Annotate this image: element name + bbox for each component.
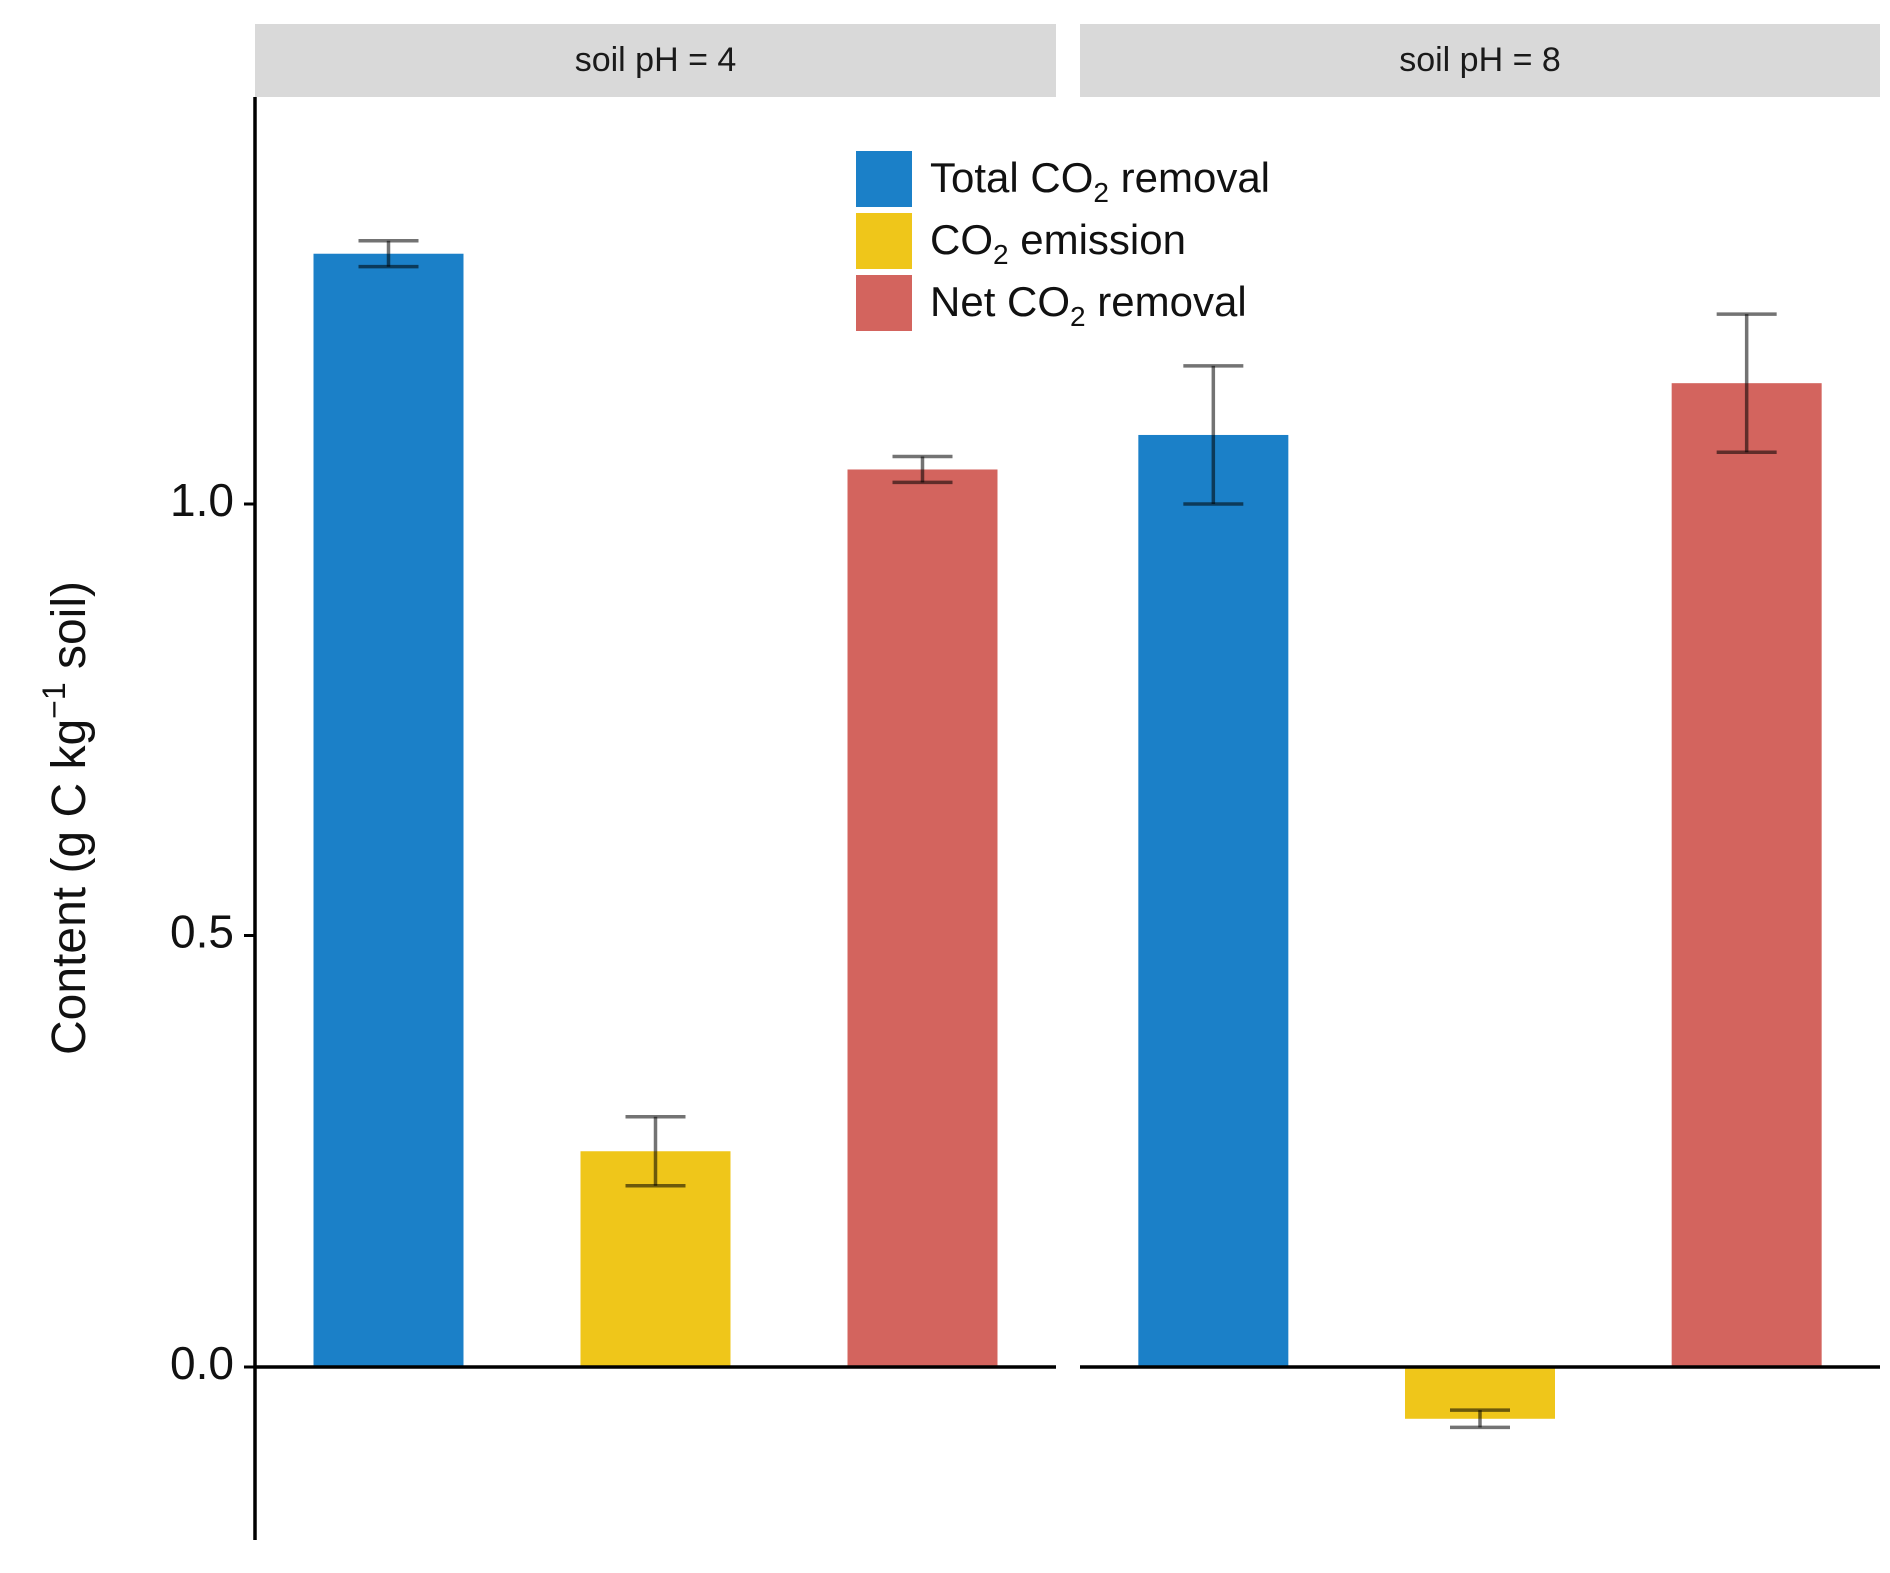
y-tick-label-3: 1.0 [170,474,234,526]
bars-layer [313,239,1822,1430]
axes-layer: 0.0 0.5 1.0 [170,97,1880,1540]
bar-1-1 [313,253,464,1368]
y-axis-label: Content (g C kg−1 soil) [36,581,96,1055]
legend-label-subscript: 2 [993,239,1009,270]
y-tick-label-2: 0.5 [170,906,234,958]
y-tick-label-1: 0.0 [170,1337,234,1389]
legend-label-text: Net CO [930,278,1070,325]
error-bar-2-1 [1183,364,1244,506]
legend-key-3 [856,275,912,331]
legend-key-1 [856,151,912,207]
legend-label-text-tail: emission [1009,216,1186,263]
facet-strip-2 [1080,24,1880,97]
bar-2-3 [1671,383,1822,1367]
y-axis-label-group: Content (g C kg−1 soil) [36,581,96,1055]
y-axis-label-tail: soil) [43,581,96,682]
bar-1-3 [847,469,998,1368]
bar-2-1 [1138,434,1289,1368]
error-bar-1-2 [625,1114,686,1188]
error-bar-2-2 [1450,1408,1510,1430]
facet-strips: soil pH = 4 soil pH = 8 [255,24,1880,97]
legend-label-3: Net CO2 removal [930,278,1247,332]
facet-strip-label-2: soil pH = 8 [1399,41,1561,79]
facet-strip-label-1: soil pH = 4 [575,41,737,79]
legend-key-2 [856,213,912,269]
facet-strip-1 [255,24,1056,97]
legend-label-subscript: 2 [1070,301,1086,332]
error-bar-2-3 [1716,312,1777,454]
legend-label-text: Total CO [930,154,1093,201]
legend-label-subscript: 2 [1093,177,1109,208]
error-bar-1-3 [892,454,953,485]
legend-label-1: Total CO2 removal [930,154,1270,208]
legend-label-text-tail: removal [1086,278,1247,325]
legend-label-2: CO2 emission [930,216,1186,270]
y-axis-label-main: Content (g C kg [43,719,96,1055]
legend-label-text: CO [930,216,993,263]
y-axis-label-superscript: −1 [36,682,72,718]
error-bar-1-1 [358,239,419,269]
legend-label-text-tail: removal [1109,154,1270,201]
